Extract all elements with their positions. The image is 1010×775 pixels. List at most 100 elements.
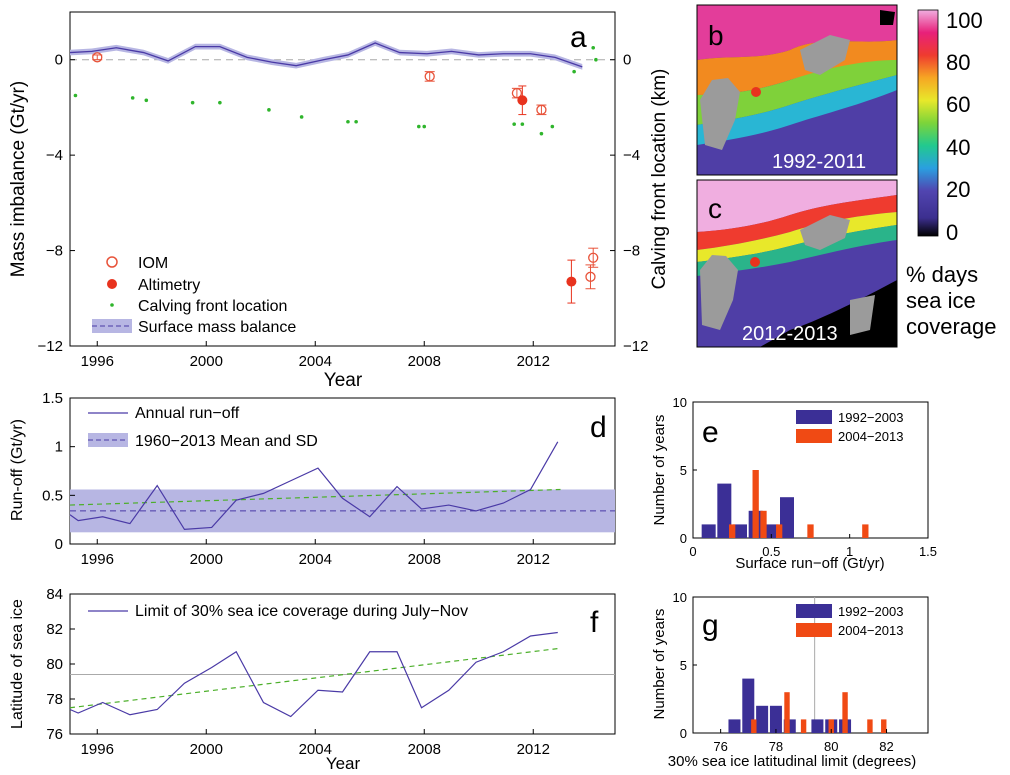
panel-e: e Number of years Surface run−off (Gt/yr… [651,395,937,572]
panel-f-xlabel: Year [326,754,361,773]
panel-a-y2label: Calving front location (km) [649,69,670,290]
calving-point [267,108,271,112]
panel-a-legend: IOM Altimetry Calving front location Sur… [92,255,296,336]
panel-f-letter: f [590,606,599,639]
legend-iom-marker [106,256,118,268]
legend-altimetry-label: Altimetry [138,277,200,294]
altimetry-point [517,95,528,106]
bar-2004-2013 [881,719,887,733]
y-tick-label: 1 [55,439,63,456]
panel-f-ylabel: Latitude of sea ice [9,599,26,729]
legend-early-label: 1992−2003 [838,410,903,425]
legend-limit-label: Limit of 30% sea ice coverage during Jul… [135,603,468,620]
bar-1992-2003 [811,719,824,733]
legend-late-label: 2004−2013 [838,623,903,638]
smb-line [69,42,583,68]
y-tick-label: 0 [623,52,631,69]
legend-early-swatch [796,604,832,618]
calving-point [190,100,195,105]
calving-point [417,124,421,129]
panel-a-plot: 1996 2000 2004 2008 2012 0 −4 −8 −12 0 −4 −8 −12 [38,40,648,370]
trend-line [69,488,561,506]
colorbar-label-line: % days [906,262,978,287]
x-tick-label: 1.5 [919,544,937,559]
iom-point [424,71,435,82]
panel-d-plot: 1996 2000 2004 2008 2012 1.5 1 0.5 0 [42,390,615,568]
y-tick-label: −12 [38,338,63,355]
bar-2004-2013 [751,719,757,733]
bar-1992-2003 [780,497,794,538]
panel-e-plot: 0 0.5 1 1.5 10 5 0 [673,395,938,559]
bar-2004-2013 [752,470,759,538]
colorbar-tick: 100 [946,8,983,33]
legend-runoff-label: Annual run−off [135,405,240,422]
bar-1992-2003 [728,719,741,733]
calving-point [354,119,358,124]
panel-a: a Mass imbalance (Gt/yr) Calving front l… [8,11,670,391]
y-tick-label: 5 [680,463,687,478]
iom-point [585,271,596,282]
panel-d-frame [69,397,616,545]
x-tick-label: 2008 [408,741,441,758]
bar-2004-2013 [800,719,807,733]
calving-point [594,57,598,62]
y-tick-label: 82 [46,621,63,638]
bar-2004-2013 [842,692,848,733]
colorbar-tick: 0 [946,220,958,245]
x-tick-label: 2000 [190,551,223,568]
bar-2004-2013 [784,692,790,733]
calving-point [422,124,427,129]
bar-1992-2003 [764,524,779,538]
panel-a-xlabel: Year [324,370,363,391]
x-tick-label: 2004 [299,741,332,758]
panel-g-letter: g [702,609,719,642]
bar-1992-2003 [769,705,782,733]
calving-point [550,124,555,129]
panel-f-plot: 1996 2000 2004 2008 2012 84 82 80 78 76 [46,586,615,758]
calving-point [512,122,516,126]
x-tick-label: 2000 [190,741,223,758]
colorbar-label-line: sea ice [906,288,976,313]
x-tick-label: 80 [824,739,838,754]
colorbar-gradient [917,9,939,237]
calving-point [591,45,595,50]
legend-calving-label: Calving front location [138,298,287,315]
runoff-line [69,441,559,531]
x-tick-label: 2012 [517,741,550,758]
map-b-letter: b [708,20,724,51]
y-tick-label: −12 [623,338,648,355]
y-tick-label: 0 [680,726,687,741]
x-tick-label: 78 [769,739,783,754]
iom-point [92,52,103,63]
iom-point [511,87,523,99]
latitude-line [69,631,558,718]
legend-calving-marker [110,303,114,307]
x-tick-label: 2008 [408,353,441,370]
calving-point [539,131,544,136]
panel-g-plot: 76 78 80 82 10 5 0 [673,590,894,754]
panel-a-letter: a [570,21,587,54]
x-tick-label: 1996 [81,353,114,370]
y-tick-label: 10 [673,590,687,605]
calving-point [572,69,576,74]
x-tick-label: 2000 [190,353,223,370]
legend-altimetry-marker [107,279,117,289]
calving-point [520,122,525,126]
colorbar-tick: 20 [946,177,970,202]
altimetry-point [566,276,577,287]
panel-g-xlabel: 30% sea ice latitudinal limit (degrees) [668,753,916,770]
legend-mean-label: 1960−2013 Mean and SD [135,433,318,450]
bar-1992-2003 [717,483,732,538]
panel-a-ylabel: Mass imbalance (Gt/yr) [8,81,29,277]
bar-1992-2003 [733,524,747,538]
y-tick-label: 78 [46,691,63,708]
bar-2004-2013 [867,719,873,733]
legend-late-label: 2004−2013 [838,429,903,444]
calving-point [346,119,350,124]
panel-d-letter: d [590,411,607,444]
panel-e-ylabel: Number of years [651,415,668,526]
panel-f: f Latitude of sea ice Year 1996 2000 2004 2… [9,586,616,773]
x-tick-label: 2008 [408,551,441,568]
bar-1992-2003 [756,705,769,733]
bar-2004-2013 [760,510,767,538]
